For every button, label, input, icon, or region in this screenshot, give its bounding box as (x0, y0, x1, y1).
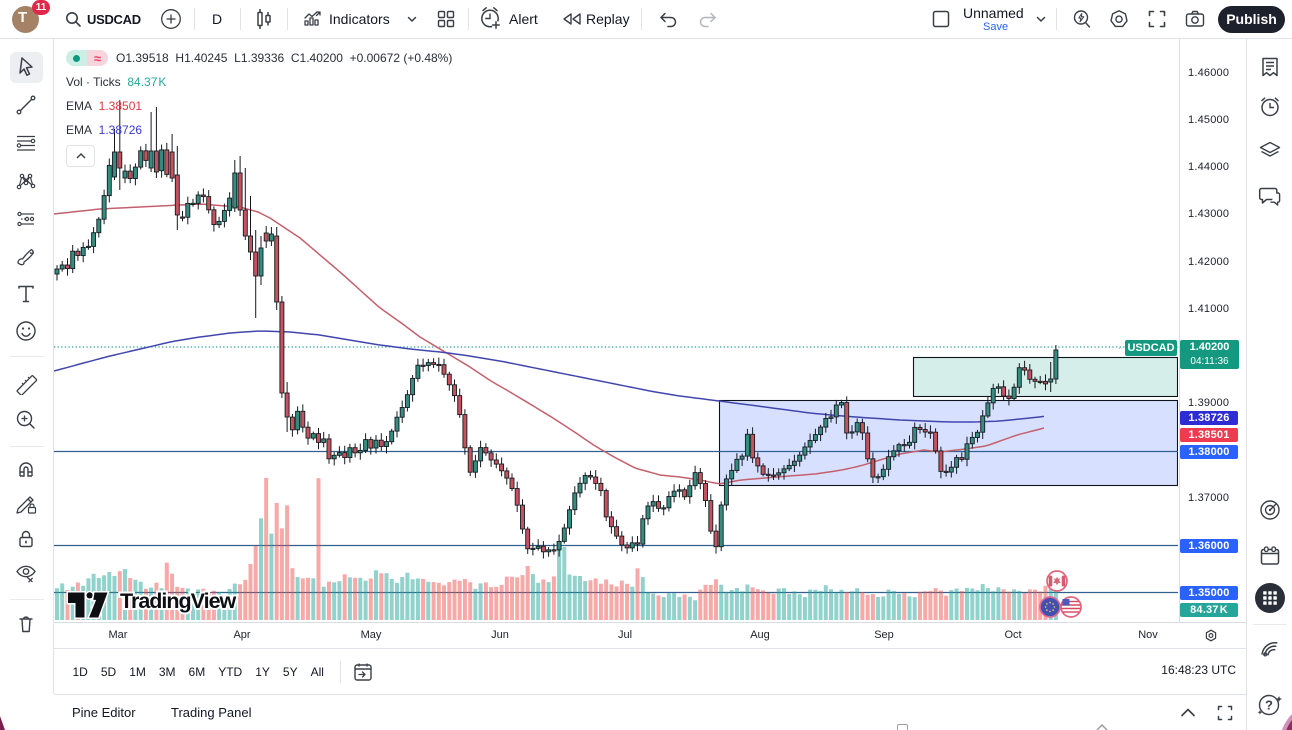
svg-text:?: ? (1265, 698, 1273, 713)
svg-text:TradingView: TradingView (120, 589, 237, 613)
